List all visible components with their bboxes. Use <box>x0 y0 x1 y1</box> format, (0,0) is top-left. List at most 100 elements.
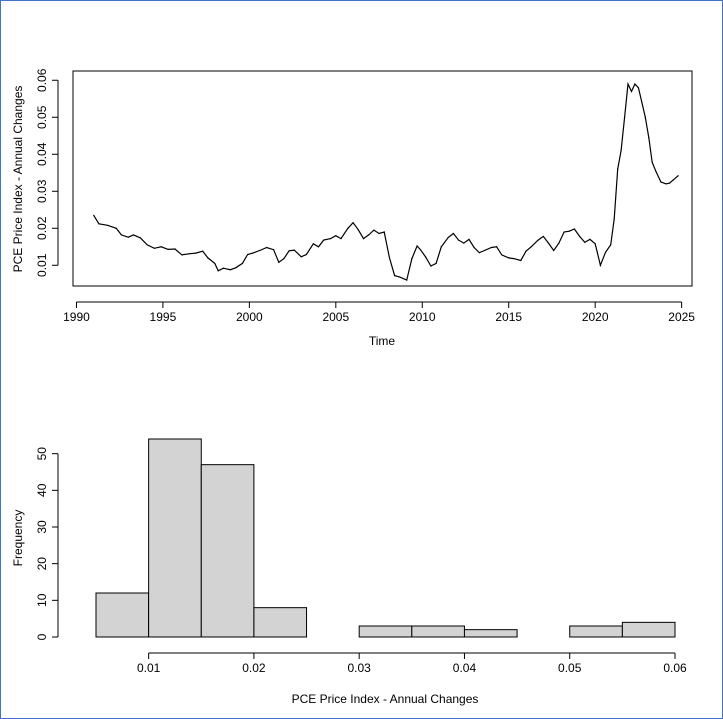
data-point <box>115 227 117 229</box>
data-point <box>188 253 190 255</box>
data-point <box>139 237 142 239</box>
data-point <box>573 228 576 230</box>
data-point <box>202 250 204 252</box>
data-point <box>181 254 183 256</box>
x-axis: 0.01 0.02 0.03 0.04 0.05 0.06 <box>137 652 687 675</box>
data-point <box>317 246 320 248</box>
data-point <box>584 241 586 243</box>
data-point <box>399 276 401 278</box>
data-point <box>283 258 285 260</box>
data-point <box>373 229 375 231</box>
histogram-bar <box>569 625 623 638</box>
data-point <box>435 262 437 265</box>
data-point <box>447 236 449 239</box>
data-point <box>312 243 314 245</box>
data-point <box>530 246 532 248</box>
data-point <box>247 253 249 256</box>
data-point <box>323 239 325 241</box>
data-point <box>425 256 427 258</box>
data-point <box>665 183 667 185</box>
data-point <box>651 161 653 164</box>
x-tick-label: 0.04 <box>453 661 477 675</box>
data-point <box>655 170 657 172</box>
data-point <box>174 248 176 250</box>
data-point <box>630 90 633 92</box>
series-line <box>93 81 679 281</box>
data-point <box>357 229 359 231</box>
data-point <box>463 242 465 244</box>
data-point <box>457 239 460 241</box>
data-point <box>416 245 418 247</box>
y-tick-label: 0.06 <box>35 68 49 92</box>
y-tick-label: 30 <box>35 520 49 534</box>
y-axis: 0.01 0.02 0.03 0.04 0.05 0.06 <box>35 68 59 277</box>
data-point <box>537 239 539 241</box>
data-point <box>340 238 342 240</box>
y-tick-label: 0.02 <box>35 216 49 240</box>
data-point <box>568 230 570 232</box>
plot-box <box>72 70 693 287</box>
data-point <box>513 258 515 260</box>
y-tick-label: 0 <box>35 633 49 640</box>
histogram-bars <box>95 438 676 638</box>
data-point <box>214 262 216 265</box>
data-point <box>153 247 155 249</box>
data-point <box>627 83 629 85</box>
data-point <box>195 252 197 254</box>
data-point <box>613 218 615 220</box>
data-point <box>558 242 560 244</box>
data-point <box>388 256 391 259</box>
histogram-bar <box>148 438 202 638</box>
x-tick-label: 2020 <box>582 310 609 324</box>
data-point <box>411 258 413 260</box>
time-series-chart: 1990 1995 2000 2005 2010 2015 2020 2025 0.010.0… <box>11 68 695 348</box>
data-point <box>547 242 550 244</box>
x-axis-label: Time <box>369 334 396 348</box>
x-tick-label: 2005 <box>322 310 349 324</box>
data-point <box>98 223 100 225</box>
data-point <box>542 235 544 238</box>
y-tick-label: 0.01 <box>35 253 49 277</box>
data-point <box>300 256 302 258</box>
data-point <box>207 257 209 259</box>
data-point <box>478 252 480 254</box>
histogram-bar <box>411 625 465 638</box>
data-point <box>362 238 365 240</box>
data-point <box>672 179 674 181</box>
data-point <box>272 249 275 251</box>
series-points <box>93 83 679 281</box>
data-point <box>604 251 607 253</box>
data-point <box>330 238 332 240</box>
data-point <box>637 87 639 89</box>
data-point <box>617 168 619 170</box>
x-axis-label: PCE Price Index - Annual Changes <box>292 692 479 706</box>
data-point <box>229 269 231 271</box>
data-point <box>305 253 308 256</box>
data-point <box>496 246 498 248</box>
data-point <box>610 244 612 246</box>
x-tick-label: 0.05 <box>558 661 582 675</box>
x-tick-label: 2010 <box>409 310 436 324</box>
y-axis: 0 10 20 30 40 50 <box>35 447 59 640</box>
data-point <box>160 246 162 248</box>
data-point <box>347 227 349 229</box>
data-point <box>132 234 135 236</box>
data-point <box>217 270 219 272</box>
data-point <box>594 243 596 245</box>
data-point <box>634 83 636 85</box>
data-point <box>394 275 396 277</box>
histogram-bar <box>95 592 150 638</box>
y-tick-label: 20 <box>35 557 49 571</box>
x-tick-label: 1990 <box>63 310 90 324</box>
x-tick-label: 0.01 <box>137 661 161 675</box>
x-tick-label: 0.03 <box>348 661 372 675</box>
data-point <box>352 222 354 224</box>
data-point <box>648 137 650 139</box>
data-point <box>452 232 454 235</box>
data-point <box>127 236 129 238</box>
data-point <box>490 246 493 249</box>
data-point <box>259 249 261 252</box>
histogram-bar <box>200 464 255 638</box>
data-point <box>623 116 626 118</box>
